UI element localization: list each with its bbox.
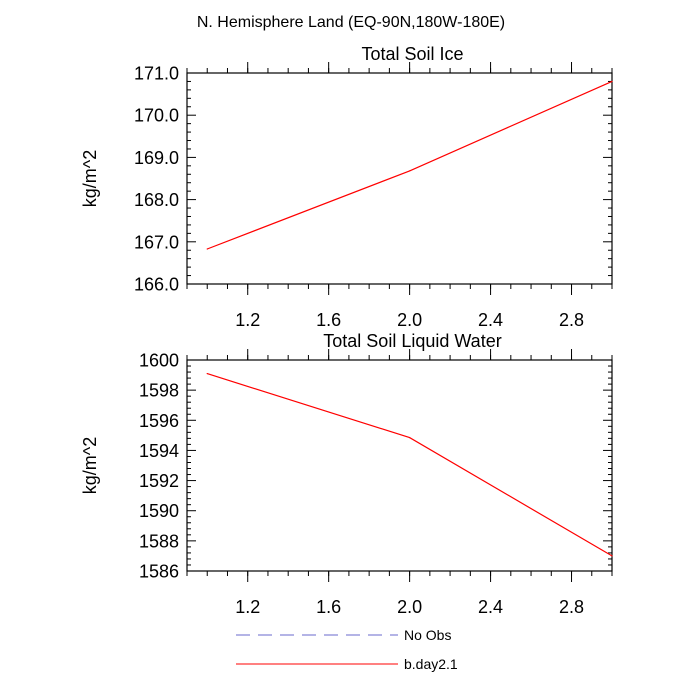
y-tick-label: 171.0 <box>134 64 179 84</box>
y-tick-label: 1586 <box>139 562 179 582</box>
y-tick-label: 1598 <box>139 381 179 401</box>
y-tick-label: 1596 <box>139 411 179 431</box>
x-tick-label: 2.0 <box>397 597 422 617</box>
y-tick-label: 1600 <box>139 351 179 371</box>
data-point <box>611 80 613 83</box>
legend: No Obs b.day2.1 <box>236 627 458 672</box>
series-line-b-day2-1 <box>206 80 613 250</box>
y-tick-label: 1588 <box>139 531 179 551</box>
y-axis-label: kg/m^2 <box>80 150 100 207</box>
y-tick-label: 167.0 <box>134 232 179 252</box>
legend-label: b.day2.1 <box>404 656 458 672</box>
y-tick-label: 168.0 <box>134 190 179 210</box>
x-tick-label: 2.8 <box>559 597 584 617</box>
x-tick-label: 1.6 <box>316 597 341 617</box>
series-line-b-day2-1 <box>207 373 613 557</box>
y-tick-label: 169.0 <box>134 148 179 168</box>
y-tick-label: 1592 <box>139 471 179 491</box>
y-tick-label: 1590 <box>139 501 179 521</box>
x-tick-label: 2.4 <box>478 597 503 617</box>
plot-frame <box>186 72 613 285</box>
data-point <box>206 248 208 250</box>
data-point <box>611 555 613 557</box>
y-tick-label: 166.0 <box>134 275 179 295</box>
data-point <box>409 437 411 439</box>
panel-total-soil-liquid-water: Total Soil Liquid Water 1586 1588 1590 1592 1… <box>80 331 613 617</box>
x-tick-label: 1.2 <box>235 310 260 330</box>
data-point <box>409 170 411 172</box>
legend-label: No Obs <box>404 627 451 643</box>
y-tick-label: 170.0 <box>134 106 179 126</box>
y-tick-label: 1594 <box>139 441 179 461</box>
subplot-title: Total Soil Ice <box>361 44 463 64</box>
main-title: N. Hemisphere Land (EQ-90N,180W-180E) <box>197 14 505 31</box>
x-tick-label: 1.6 <box>316 310 341 330</box>
panel-total-soil-ice: Total Soil Ice 166.0 167.0 168.0 169.0 170.0 1… <box>80 44 613 330</box>
x-tick-label: 2.8 <box>559 310 584 330</box>
data-point <box>206 372 208 375</box>
x-tick-label: 2.4 <box>478 310 503 330</box>
x-tick-label: 1.2 <box>235 597 260 617</box>
plot-frame <box>186 359 613 572</box>
y-axis-label: kg/m^2 <box>80 437 100 494</box>
subplot-title: Total Soil Liquid Water <box>323 331 501 351</box>
x-tick-label: 2.0 <box>397 310 422 330</box>
